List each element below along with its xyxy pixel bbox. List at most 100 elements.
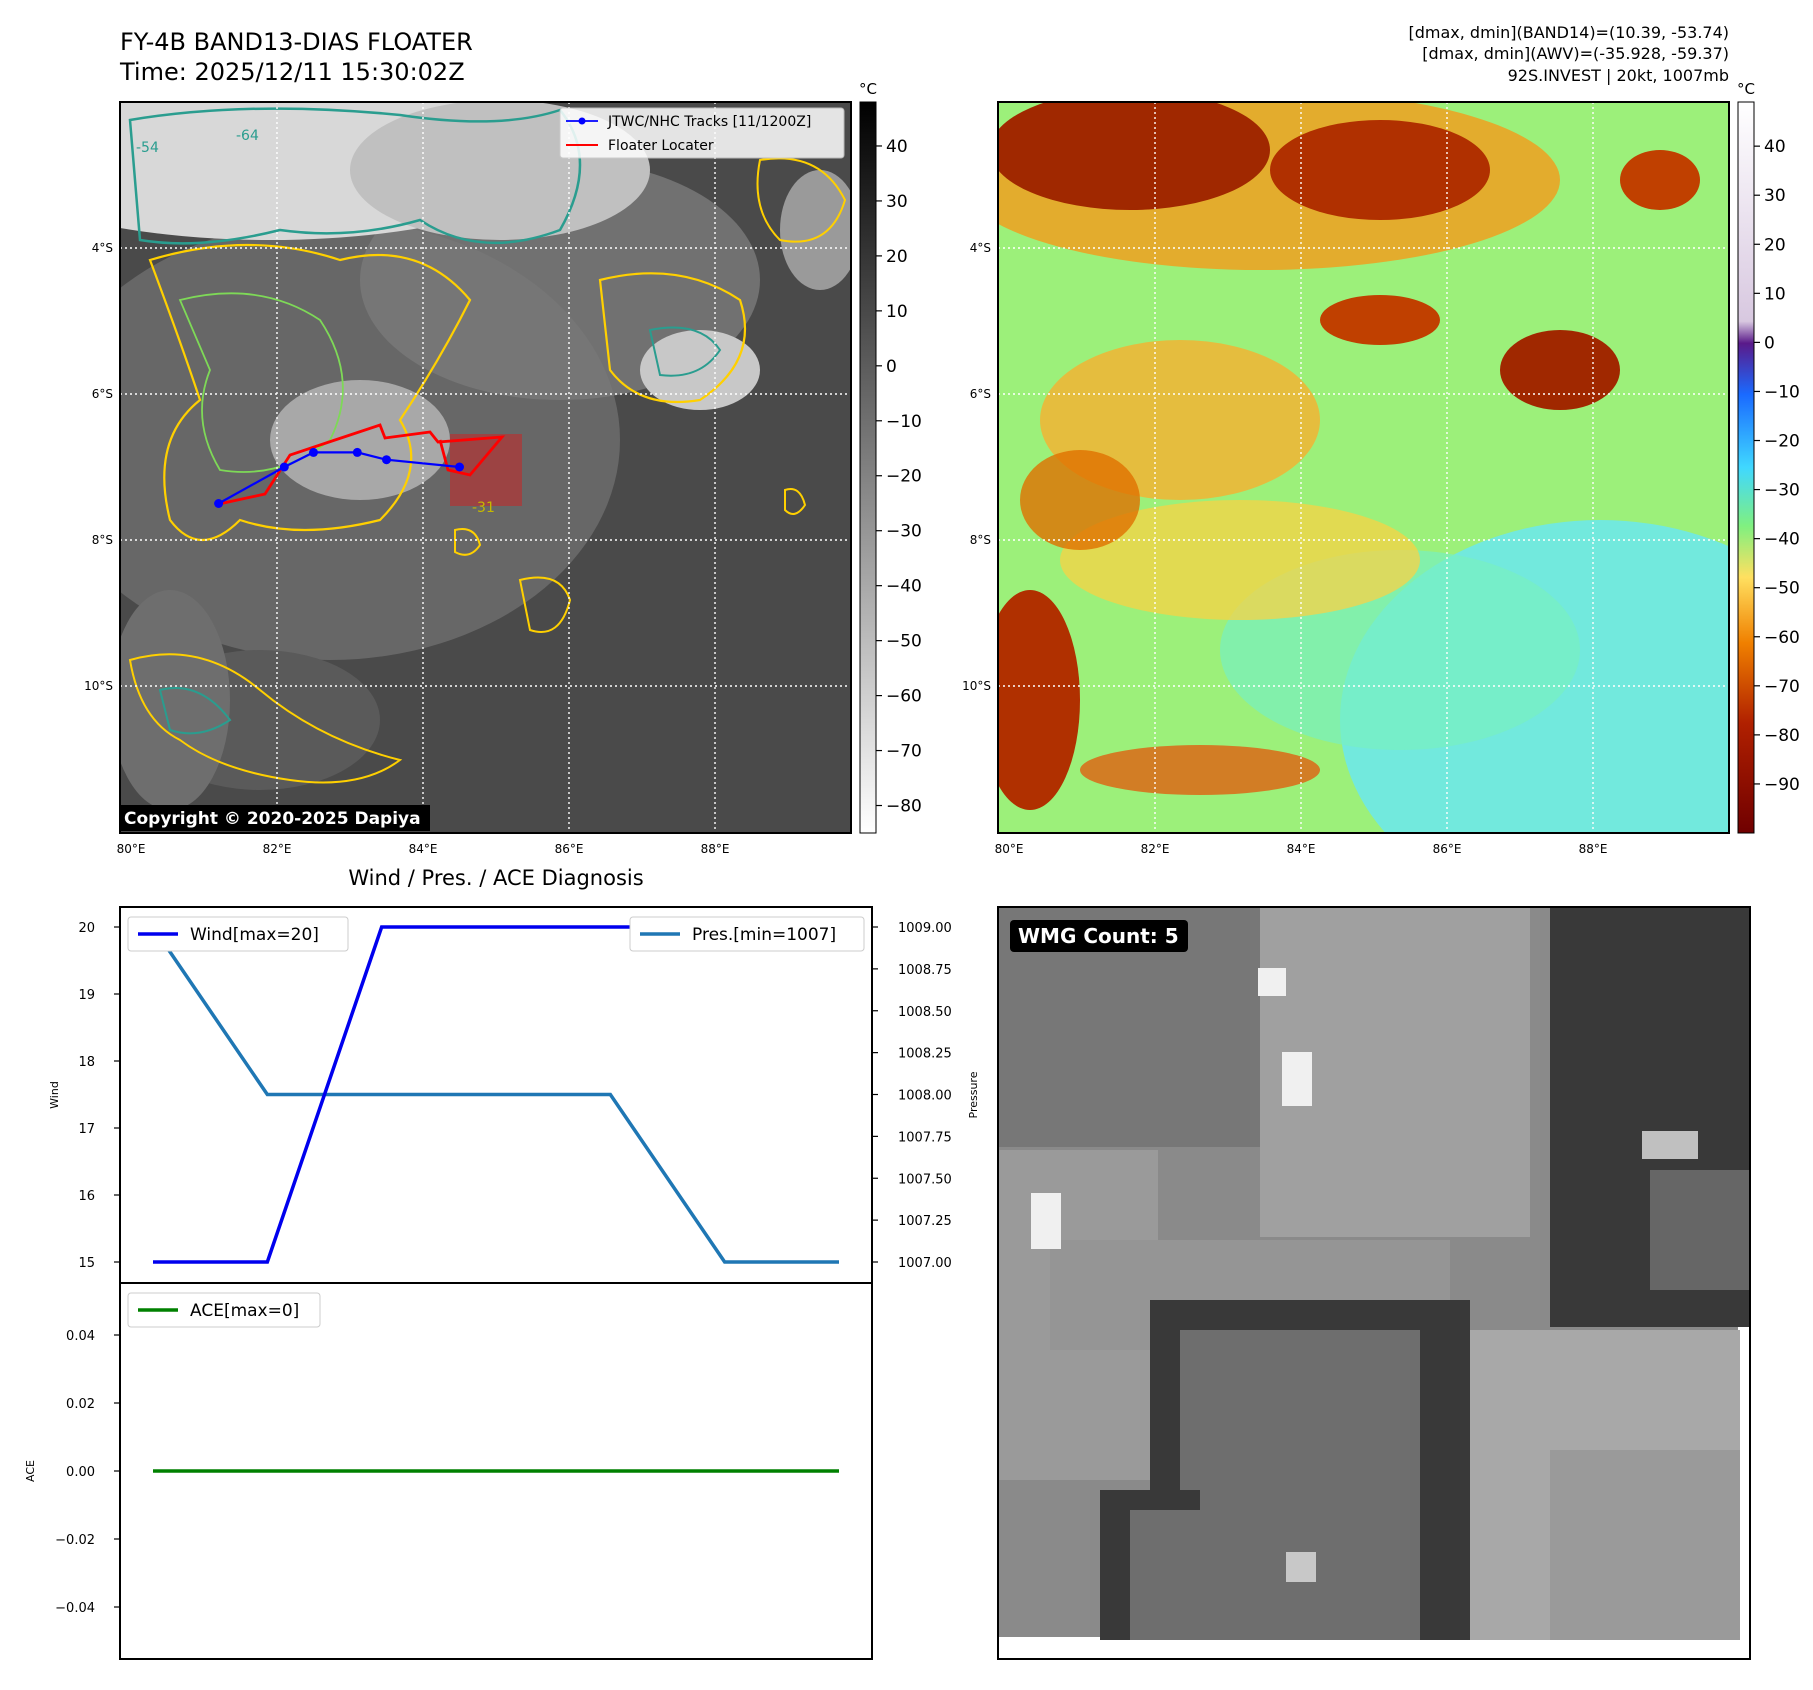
ace-tick-label: 0.02 [66,1397,95,1412]
wv-lat-label: 10°S [962,679,991,693]
pressure-tick-label: 1008.75 [898,963,952,978]
wv-colorbar-tick-label: −20 [1764,432,1800,452]
ir-colorbar-tick-label: −10 [886,412,922,432]
diag-title: Wind / Pres. / ACE Diagnosis [348,866,643,890]
ir-colorbar-tick-label: −30 [886,522,922,542]
wv-colorbar-tick-label: 20 [1764,235,1786,255]
ir-colorbar-tick-label: −60 [886,687,922,707]
track-point [309,447,318,457]
ir-legend: JTWC/NHC Tracks [11/1200Z] Floater Locat… [559,107,845,159]
pressure-legend: Pres.[min=1007] [629,916,865,952]
wind-tick-label: 19 [78,988,95,1003]
info-storm: 92S.INVEST | 20kt, 1007mb [1508,66,1729,85]
ace-legend-label: ACE[max=0] [190,1301,299,1321]
ir-imagery [120,102,851,833]
wv-lon-label: 88°E [1579,842,1608,856]
ace-tick-label: −0.02 [55,1533,95,1548]
wv-colorbar-tick-label: −10 [1764,382,1800,402]
track-point [279,462,289,472]
track-line [218,451,460,505]
wv-colorbar-tick-label: −30 [1764,481,1800,501]
copyright: Copyright © 2020-2025 Dapiya [124,809,421,829]
track-point [352,447,362,457]
ir-colorbar-tick-label: −50 [886,632,922,652]
pressure-tick-label: 1008.50 [898,1005,952,1020]
wind-tick-label: 16 [78,1189,95,1204]
pressure-tick-label: 1009.00 [898,921,952,936]
pressure-tick-label: 1007.50 [898,1172,952,1187]
ir-colorbar-tick-label: 30 [886,192,908,212]
wv-lon-label: 80°E [995,842,1024,856]
ir-colorbar-tick-label: 40 [886,137,908,157]
wv-colorbar-tick-label: −50 [1764,579,1800,599]
wv-lon-label: 86°E [1433,842,1462,856]
wv-lon-label: 82°E [1141,842,1170,856]
pressure-tick-label: 1007.00 [898,1256,952,1271]
wind-tick-label: 17 [78,1122,95,1137]
wind-tick-label: 15 [78,1256,95,1271]
pressure-tick-label: 1008.25 [898,1047,952,1062]
wv-panel: 4°S 6°S 8°S 10°S 80°E 82°E 84°E 86°E 88°… [962,80,1800,856]
track-point [455,462,464,472]
jtwc-track [214,447,464,508]
wmg-imagery [998,907,1750,1659]
ace-ylabel: ACE [24,1460,37,1482]
wv-colorbar-tick-label: −40 [1764,530,1800,550]
ace-tick-label: −0.04 [55,1601,95,1616]
wv-imagery [998,102,1729,833]
ir-colorbar-unit: °C [859,80,877,98]
ir-colorbar-tick-label: 0 [886,357,897,377]
ir-lon-label: 88°E [701,842,730,856]
pressure-tick-label: 1007.25 [898,1214,952,1229]
ir-lat-label: 8°S [92,533,113,547]
wv-colorbar-tick-label: −60 [1764,628,1800,648]
main-title: FY-4B BAND13-DIAS FLOATER [120,28,473,56]
ir-colorbar-tick-label: −40 [886,577,922,597]
wv-colorbar-tick-label: −80 [1764,726,1800,746]
ir-lon-label: 84°E [409,842,438,856]
diag-panel: Wind / Pres. / ACE Diagnosis Wind Pressu… [24,866,980,1660]
legend-track-label: JTWC/NHC Tracks [11/1200Z] [607,114,811,130]
wmg-panel: WMG Count: 5 [997,906,1751,1660]
ir-lon-label: 80°E [117,842,146,856]
ir-lat-label: 10°S [84,679,113,693]
info-band14: [dmax, dmin](BAND14)=(10.39, -53.74) [1409,23,1730,42]
contour-label-54: -54 [136,140,159,156]
wind-tick-label: 18 [78,1055,95,1070]
legend-locater-label: Floater Locater [608,138,714,154]
wind-pres-axes [119,906,873,1284]
ir-lat-label: 4°S [92,241,113,255]
wv-colorbar-tick-label: 10 [1764,284,1786,304]
ir-lon-label: 86°E [555,842,584,856]
track-point [382,455,391,465]
ir-colorbar-tick-label: 10 [886,302,908,322]
track-point [214,499,224,508]
wv-lon-label: 84°E [1287,842,1316,856]
wv-colorbar-unit: °C [1737,80,1755,98]
pressure-ylabel: Pressure [967,1071,980,1118]
pressure-series-line [151,926,839,1264]
wv-colorbar-tick-label: −70 [1764,677,1800,697]
wind-legend: Wind[max=20] [127,916,349,952]
wind-tick-label: 20 [78,921,95,936]
ir-colorbar-tick-label: −70 [886,742,922,762]
wv-colorbar-tick-label: 0 [1764,333,1775,353]
wv-lat-label: 6°S [970,387,991,401]
wv-lat-label: 8°S [970,533,991,547]
pressure-tick-label: 1007.75 [898,1130,952,1145]
ace-legend: ACE[max=0] [127,1292,321,1328]
pressure-legend-label: Pres.[min=1007] [692,925,836,945]
contour-label-64: -64 [236,128,259,144]
wv-lat-label: 4°S [970,241,991,255]
ir-colorbar: °C 40 30 20 10 0 −10 −20 −30 −40 −50 −60 −70 −80 [859,80,922,834]
wv-colorbar-tick-label: −90 [1764,775,1800,795]
wv-colorbar: °C 40 30 20 10 0 −10 −20 −30 −40 −50 −60 −70 −80 −90 [1737,80,1800,834]
ir-lon-label: 82°E [263,842,292,856]
wind-ylabel: Wind [48,1081,61,1109]
contour-label-31: -31 [472,500,495,516]
ace-tick-label: 0.04 [66,1329,95,1344]
wv-colorbar-tick-label: 30 [1764,186,1786,206]
ir-colorbar-tick-label: −20 [886,467,922,487]
floater-locater-line [218,423,506,506]
